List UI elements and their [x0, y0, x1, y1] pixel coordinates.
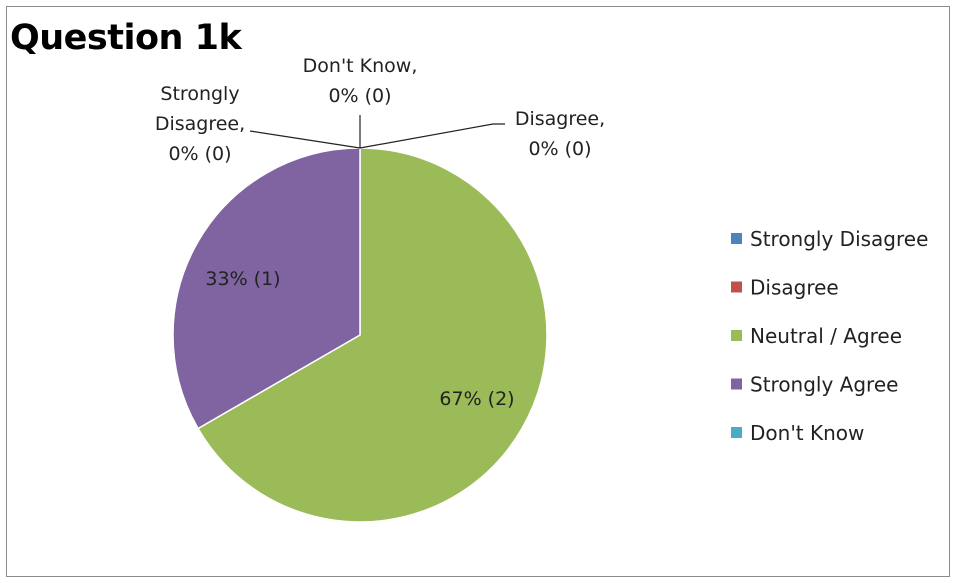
chart-title: Question 1k — [10, 18, 242, 58]
legend-label-neutral-agree: Neutral / Agree — [750, 324, 902, 348]
data-label-strongly-agree: 33% (1) — [205, 268, 280, 290]
slice-neutral-agree — [197, 147, 548, 523]
legend-label-strongly-agree: Strongly Agree — [750, 373, 898, 397]
leader-lines — [249, 115, 505, 149]
data-label-don-t-know: 0% (0) — [328, 85, 391, 107]
slice-strongly-agree — [172, 147, 361, 430]
data-labels: Strongly Disagree, 0% (0) Disagree, 0% (0) 67… — [155, 55, 605, 410]
data-label-neutral-agree: 67% (2) — [439, 388, 514, 410]
legend-label-don-t-know: Don't Know — [750, 421, 864, 445]
leader-line-disagree — [359, 123, 505, 149]
legend: Strongly Disagree Disagree Neutral / Agree… — [731, 227, 928, 445]
legend-swatch-disagree — [731, 281, 742, 293]
legend-swatch-neutral-agree — [731, 330, 742, 341]
legend-swatch-don-t-know — [731, 427, 742, 438]
pie-slices — [172, 147, 548, 523]
legend-label-strongly-disagree: Strongly Disagree — [750, 227, 928, 251]
leader-line-strongly-disagree — [249, 130, 361, 149]
data-label-strongly-disagree: Disagree, — [155, 113, 245, 135]
data-label-disagree: Disagree, — [515, 108, 605, 130]
legend-label-disagree: Disagree — [750, 276, 839, 300]
legend-swatch-strongly-disagree — [731, 233, 742, 244]
data-label-don-t-know: Don't Know, — [303, 55, 418, 77]
data-label-strongly-disagree: Strongly — [160, 83, 239, 105]
legend-swatch-strongly-agree — [731, 378, 742, 390]
data-label-strongly-disagree: 0% (0) — [168, 143, 231, 165]
data-label-disagree: 0% (0) — [528, 138, 591, 160]
